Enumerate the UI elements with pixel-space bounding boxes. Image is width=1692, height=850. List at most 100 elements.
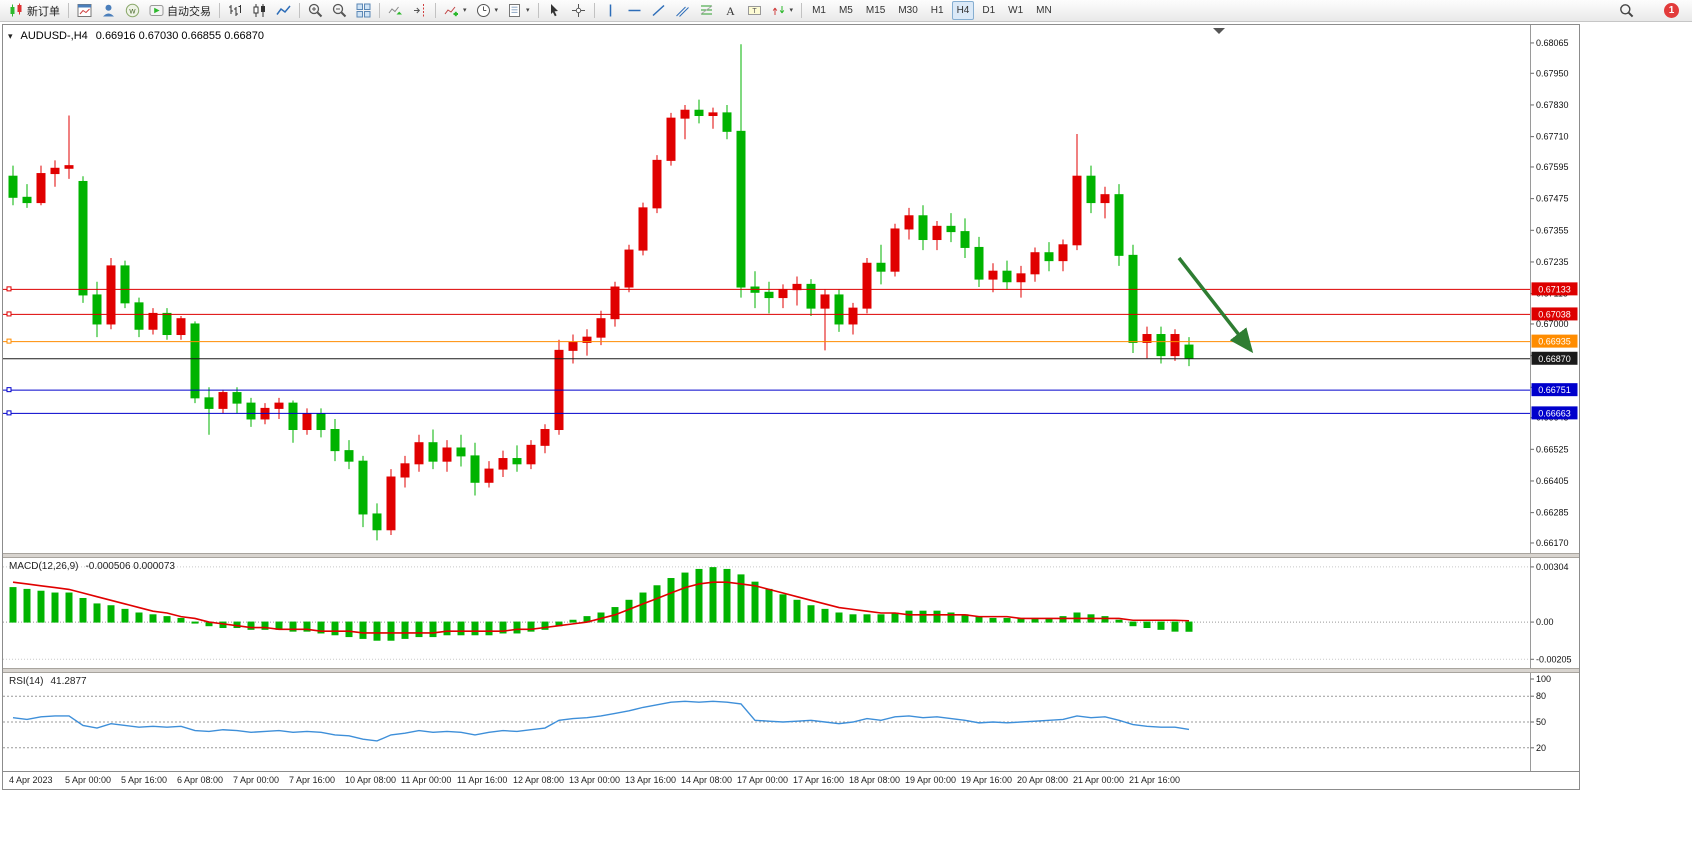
crosshair-icon bbox=[571, 3, 586, 18]
rsi-panel[interactable]: 100 80 50 20 RSI(14) 41.2877 bbox=[3, 673, 1579, 771]
time-axis[interactable]: 4 Apr 2023 5 Apr 00:00 5 Apr 16:00 6 Apr 08… bbox=[3, 771, 1579, 789]
chart-shift-button[interactable] bbox=[408, 0, 431, 21]
annotation-arrow[interactable] bbox=[1177, 256, 1254, 354]
toolbar-buttons: 新订单 w 自动交易 ▾ ▾ ▾ A T ▾ M1 M5 M15 M30 H1 H4 D1 W1 MN bbox=[5, 0, 1058, 21]
text-label-button[interactable]: T bbox=[743, 0, 766, 21]
zoom-out-button[interactable] bbox=[328, 0, 351, 21]
svg-text:0.67038: 0.67038 bbox=[1538, 309, 1571, 319]
search-button[interactable] bbox=[1615, 0, 1638, 21]
toolbar-separator bbox=[537, 3, 539, 18]
chart-window-button[interactable] bbox=[73, 0, 96, 21]
fibonacci-button[interactable] bbox=[695, 0, 718, 21]
macd-panel[interactable]: 0.00304 0.00 -0.00205 MACD(12,26,9) -0.000… bbox=[3, 558, 1579, 668]
profile-icon bbox=[101, 3, 116, 18]
svg-text:0.66170: 0.66170 bbox=[1536, 538, 1569, 548]
time-axis-label: 17 Apr 00:00 bbox=[737, 775, 789, 785]
rsi-axis[interactable]: 100 80 50 20 bbox=[1530, 674, 1552, 753]
svg-text:0.66285: 0.66285 bbox=[1536, 508, 1569, 518]
price-line-label: 0.66870 bbox=[1531, 351, 1578, 365]
periods-button[interactable]: ▾ bbox=[472, 0, 503, 21]
svg-text:0.66405: 0.66405 bbox=[1536, 476, 1569, 486]
crosshair-button[interactable] bbox=[567, 0, 590, 21]
price-line-label: 0.66751 bbox=[1531, 383, 1578, 397]
trendline-button[interactable] bbox=[647, 0, 670, 21]
vertical-line-button[interactable] bbox=[599, 0, 622, 21]
panel-divider[interactable] bbox=[3, 553, 1579, 558]
templates-button[interactable]: ▾ bbox=[503, 0, 534, 21]
notifications-badge[interactable]: 1 bbox=[1664, 3, 1679, 18]
time-axis-label: 11 Apr 16:00 bbox=[457, 775, 508, 785]
rsi-canvas[interactable]: 100 80 50 20 bbox=[3, 673, 1579, 771]
svg-text:A: A bbox=[726, 4, 735, 18]
tile-windows-button[interactable] bbox=[352, 0, 375, 21]
time-axis-label: 21 Apr 00:00 bbox=[1073, 775, 1125, 785]
price-line-label: 0.66663 bbox=[1531, 406, 1578, 420]
horizontal-line-button[interactable] bbox=[623, 0, 646, 21]
chart-symbol-period: AUDUSD-,H4 bbox=[20, 30, 88, 42]
autotrading-icon bbox=[149, 3, 164, 18]
community-button[interactable]: w bbox=[121, 0, 144, 21]
channel-button[interactable] bbox=[671, 0, 694, 21]
autotrading-button-label: 自动交易 bbox=[167, 5, 211, 18]
arrows-button[interactable]: ▾ bbox=[767, 0, 798, 21]
time-axis-label: 18 Apr 08:00 bbox=[849, 775, 901, 785]
bar-chart-button[interactable] bbox=[224, 0, 247, 21]
svg-text:T: T bbox=[752, 8, 757, 15]
timeframe-mn[interactable]: MN bbox=[1036, 5, 1052, 16]
chart-ohlc-values: 0.66916 0.67030 0.66855 0.66870 bbox=[95, 30, 264, 42]
timeframe-m1[interactable]: M1 bbox=[812, 5, 826, 16]
svg-text:0.66935: 0.66935 bbox=[1538, 337, 1571, 347]
zoom-in-button[interactable] bbox=[304, 0, 327, 21]
svg-text:100: 100 bbox=[1536, 674, 1551, 684]
time-axis-label: 13 Apr 16:00 bbox=[625, 775, 677, 785]
rsi-line bbox=[12, 700, 1190, 742]
svg-text:0.67950: 0.67950 bbox=[1536, 68, 1569, 78]
timeframe-m15[interactable]: M15 bbox=[865, 5, 886, 16]
price-line-label: 0.67038 bbox=[1531, 307, 1578, 321]
chart-header: ▾ AUDUSD-,H4 0.66916 0.67030 0.66855 0.6… bbox=[8, 30, 264, 42]
timeframe-w1[interactable]: W1 bbox=[1008, 5, 1024, 16]
timeframe-d1[interactable]: D1 bbox=[982, 5, 996, 16]
candlestick-chart-button[interactable] bbox=[248, 0, 271, 21]
timeframe-h4[interactable]: H4 bbox=[951, 1, 975, 20]
price-chart-panel[interactable]: 0.68065 0.67950 0.67830 0.67710 0.67595 0.674… bbox=[3, 25, 1579, 553]
indicators-button[interactable]: ▾ bbox=[440, 0, 471, 21]
time-axis-label: 5 Apr 00:00 bbox=[65, 775, 112, 785]
price-axis[interactable]: 0.68065 0.67950 0.67830 0.67710 0.67595 0.674… bbox=[1530, 38, 1578, 548]
macd-canvas[interactable]: 0.00304 0.00 -0.00205 bbox=[3, 558, 1579, 668]
clock-icon bbox=[476, 3, 491, 18]
autotrading-button[interactable]: 自动交易 bbox=[145, 0, 215, 21]
timeframe-m5[interactable]: M5 bbox=[838, 5, 853, 16]
symbol-dropdown-icon[interactable]: ▾ bbox=[8, 30, 13, 41]
price-chart-canvas[interactable]: 0.68065 0.67950 0.67830 0.67710 0.67595 0.674… bbox=[3, 25, 1579, 553]
timeframe-h1[interactable]: H1 bbox=[930, 5, 944, 16]
panel-divider[interactable] bbox=[3, 668, 1579, 673]
profile-button[interactable] bbox=[97, 0, 120, 21]
svg-text:0.67710: 0.67710 bbox=[1536, 132, 1569, 142]
time-axis-label: 21 Apr 16:00 bbox=[1129, 775, 1181, 785]
auto-scroll-button[interactable] bbox=[384, 0, 407, 21]
cursor-icon bbox=[547, 3, 562, 18]
toolbar-separator bbox=[68, 3, 69, 18]
time-axis-label: 6 Apr 08:00 bbox=[177, 775, 224, 785]
chart-shift-icon bbox=[412, 3, 427, 18]
time-axis-label: 14 Apr 08:00 bbox=[681, 775, 733, 785]
chart-shift-marker[interactable] bbox=[1213, 28, 1225, 34]
indicators-icon bbox=[444, 3, 459, 18]
search-icon bbox=[1619, 3, 1634, 18]
cursor-button[interactable] bbox=[543, 0, 566, 21]
time-axis-label: 11 Apr 00:00 bbox=[401, 775, 452, 785]
chart-window: 0.68065 0.67950 0.67830 0.67710 0.67595 0.674… bbox=[2, 24, 1580, 790]
macd-axis[interactable]: 0.00304 0.00 -0.00205 bbox=[1530, 562, 1572, 664]
timeframe-m30[interactable]: M30 bbox=[898, 5, 918, 16]
toolbar-separator bbox=[593, 3, 595, 18]
new-order-button[interactable]: 新订单 bbox=[5, 0, 64, 21]
horizontal-lines[interactable] bbox=[3, 286, 1530, 416]
templates-icon bbox=[507, 3, 522, 18]
text-button[interactable]: A bbox=[719, 0, 742, 21]
candles[interactable] bbox=[8, 44, 1194, 541]
rsi-label: RSI(14) 41.2877 bbox=[9, 676, 87, 687]
line-chart-button[interactable] bbox=[272, 0, 295, 21]
toolbar-separator bbox=[219, 3, 220, 18]
rsi-value: 41.2877 bbox=[50, 676, 87, 687]
